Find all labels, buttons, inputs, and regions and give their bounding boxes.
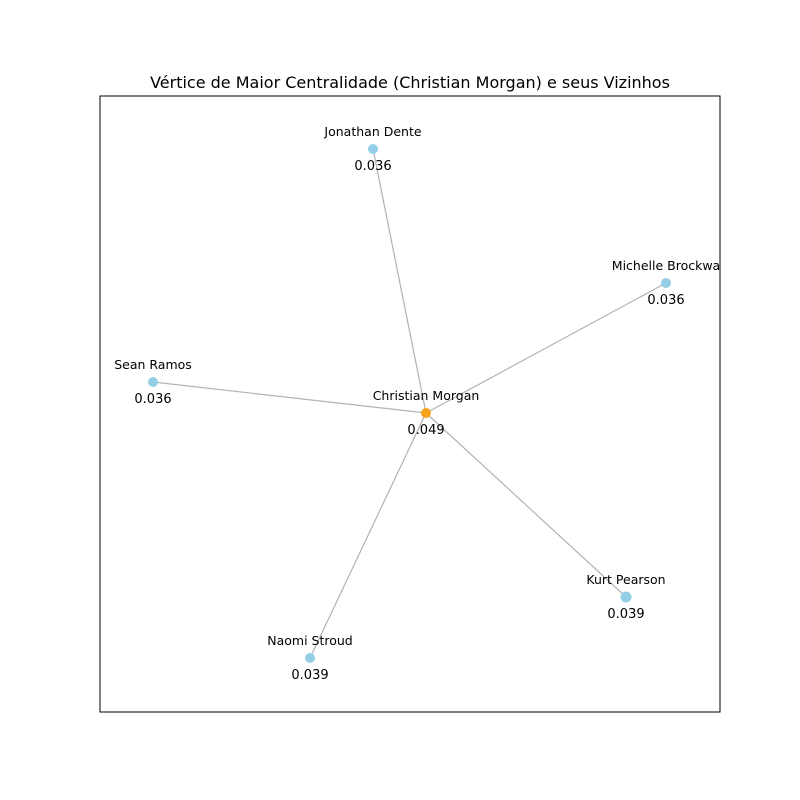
node-marker	[148, 377, 158, 387]
node-marker	[305, 653, 315, 663]
node-centrality-value: 0.039	[291, 668, 328, 683]
node-centrality-value: 0.039	[607, 607, 644, 622]
node-marker	[368, 144, 378, 154]
node-naomi: Naomi Stroud 0.039	[267, 633, 353, 683]
edge-naomi	[309, 412, 427, 659]
edges-group	[152, 148, 667, 659]
node-marker	[620, 591, 632, 603]
node-michelle: Michelle Brockwa 0.036	[612, 258, 720, 308]
node-centrality-value: 0.036	[134, 392, 171, 407]
node-label: Naomi Stroud	[267, 633, 353, 648]
node-jonathan: Jonathan Dente 0.036	[323, 124, 421, 174]
edge-jonathan	[372, 148, 427, 414]
node-label: Kurt Pearson	[586, 572, 665, 587]
edge-michelle	[425, 282, 667, 414]
node-kurt: Kurt Pearson 0.039	[586, 572, 665, 622]
nodes-group: Jonathan Dente 0.036 Michelle Brockwa 0.036…	[114, 124, 720, 683]
node-centrality-value: 0.036	[647, 293, 684, 308]
edge-sean	[152, 381, 427, 414]
node-label: Michelle Brockwa	[612, 258, 720, 273]
node-centrality-value: 0.049	[407, 423, 444, 438]
diagram-title: Vértice de Maior Centralidade (Christian…	[150, 73, 670, 92]
node-centrality-value: 0.036	[354, 159, 391, 174]
node-marker	[661, 278, 671, 288]
node-marker	[421, 408, 431, 418]
node-christian: Christian Morgan 0.049	[373, 388, 480, 438]
node-sean: Sean Ramos 0.036	[114, 357, 192, 407]
plot-frame	[99, 95, 721, 713]
edge-kurt	[425, 412, 627, 598]
node-label: Jonathan Dente	[323, 124, 421, 139]
node-label: Christian Morgan	[373, 388, 480, 403]
node-label: Sean Ramos	[114, 357, 192, 372]
